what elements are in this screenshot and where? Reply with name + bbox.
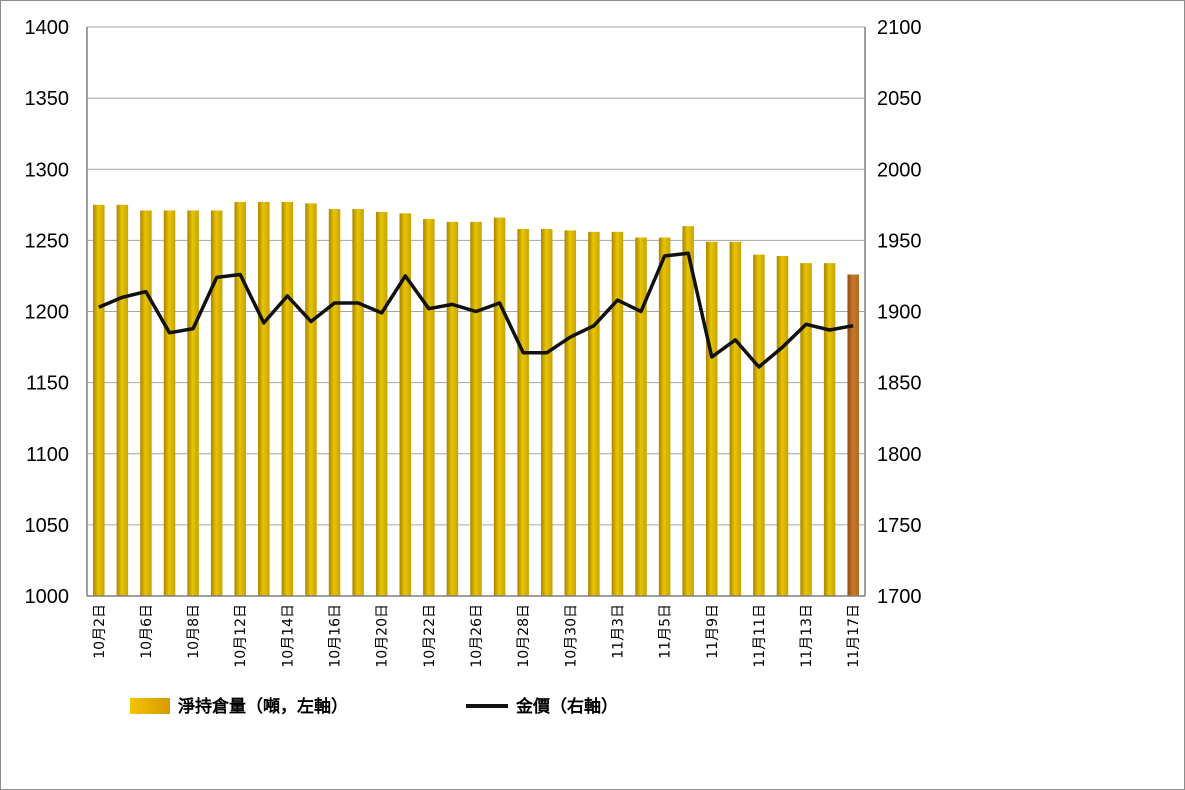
x-tick-label: 10月22日: [422, 604, 438, 668]
x-tick-label: 10月28日: [516, 604, 532, 668]
bar: [682, 226, 694, 596]
bar: [210, 210, 223, 596]
bar: [258, 201, 270, 596]
x-tick-label: 10月20日: [375, 604, 391, 668]
bar: [93, 204, 105, 596]
bar: [823, 263, 836, 596]
bar: [399, 213, 412, 596]
x-tick-label: 11月5日: [658, 604, 674, 659]
right-tick-label: 2100: [877, 17, 922, 39]
bar: [140, 210, 152, 596]
bar: [847, 274, 859, 596]
x-tick-label: 10月16日: [328, 604, 344, 668]
bar: [540, 228, 553, 596]
bar: [800, 263, 812, 596]
x-tick-label: 10月26日: [469, 604, 485, 668]
bar: [375, 211, 388, 597]
x-tick-label: 10月6日: [139, 604, 155, 659]
bar: [706, 241, 718, 597]
right-tick-label: 1850: [877, 373, 922, 395]
bar: [776, 256, 789, 596]
right-tick-label: 2050: [877, 88, 922, 110]
legend-line-label: 金價（右軸）: [515, 696, 618, 717]
left-tick-label: 1300: [25, 159, 70, 181]
x-tick-label: 10月12日: [233, 604, 249, 668]
left-tick-label: 1400: [25, 17, 70, 39]
right-tick-label: 1900: [877, 302, 922, 324]
right-tick-label: 2000: [877, 159, 922, 181]
bar-series: [93, 201, 859, 597]
left-tick-label: 1350: [25, 88, 70, 110]
left-tick-label: 1200: [25, 302, 70, 324]
axes: [86, 27, 866, 597]
bar: [517, 228, 529, 596]
left-tick-label: 1250: [25, 230, 70, 252]
bar: [588, 231, 600, 596]
left-tick-label: 1100: [26, 444, 69, 466]
bar: [305, 203, 317, 596]
bar: [423, 219, 435, 596]
right-tick-label: 1950: [877, 230, 922, 252]
legend: 淨持倉量（噸，左軸） 金價（右軸）: [130, 696, 618, 717]
bar: [352, 209, 364, 596]
bar: [116, 204, 129, 596]
right-tick-label: 1800: [877, 444, 922, 466]
bar: [611, 231, 624, 596]
right-tick-label: 1750: [877, 515, 922, 537]
x-tick-label: 11月9日: [705, 604, 721, 659]
x-tick-label: 11月13日: [799, 604, 815, 668]
bar: [446, 221, 459, 596]
left-tick-label: 1150: [26, 373, 69, 395]
bar: [635, 237, 647, 596]
bar: [163, 210, 176, 596]
bar: [470, 221, 482, 596]
x-tick-label: 11月17日: [846, 604, 862, 668]
bar: [493, 217, 506, 597]
x-tick-label: 11月11日: [752, 604, 768, 668]
bar: [234, 201, 246, 596]
legend-bar-label: 淨持倉量（噸，左軸）: [178, 696, 348, 717]
x-tick-label: 11月3日: [610, 604, 626, 659]
bar: [281, 201, 294, 596]
legend-bar-swatch: [130, 698, 170, 714]
bar: [564, 230, 577, 597]
bar: [753, 254, 765, 596]
x-tick-label: 10月8日: [186, 604, 202, 659]
bar: [328, 209, 341, 596]
bar: [187, 210, 199, 596]
x-tick-label: 10月30日: [563, 604, 579, 668]
line-series: [98, 251, 854, 369]
left-y-axis-ticks: 1000 1050 1100 1150 1200 1250 1300 1350 1400: [25, 17, 70, 608]
bar: [729, 241, 742, 597]
x-tick-label: 10月14日: [280, 604, 296, 668]
bar: [658, 237, 671, 596]
right-tick-label: 1700: [877, 586, 922, 608]
x-tick-label: 10月2日: [92, 604, 108, 659]
right-y-axis-ticks: 1700 1750 1800 1850 1900 1950 2000 2050 2100: [877, 17, 922, 608]
x-axis-ticks: 10月2日 10月6日 10月8日 10月12日 10月14日 10月16日 10月20日 1…: [92, 604, 862, 668]
left-tick-label: 1050: [25, 515, 70, 537]
left-tick-label: 1000: [25, 586, 70, 608]
gold-price-line: [98, 251, 854, 369]
